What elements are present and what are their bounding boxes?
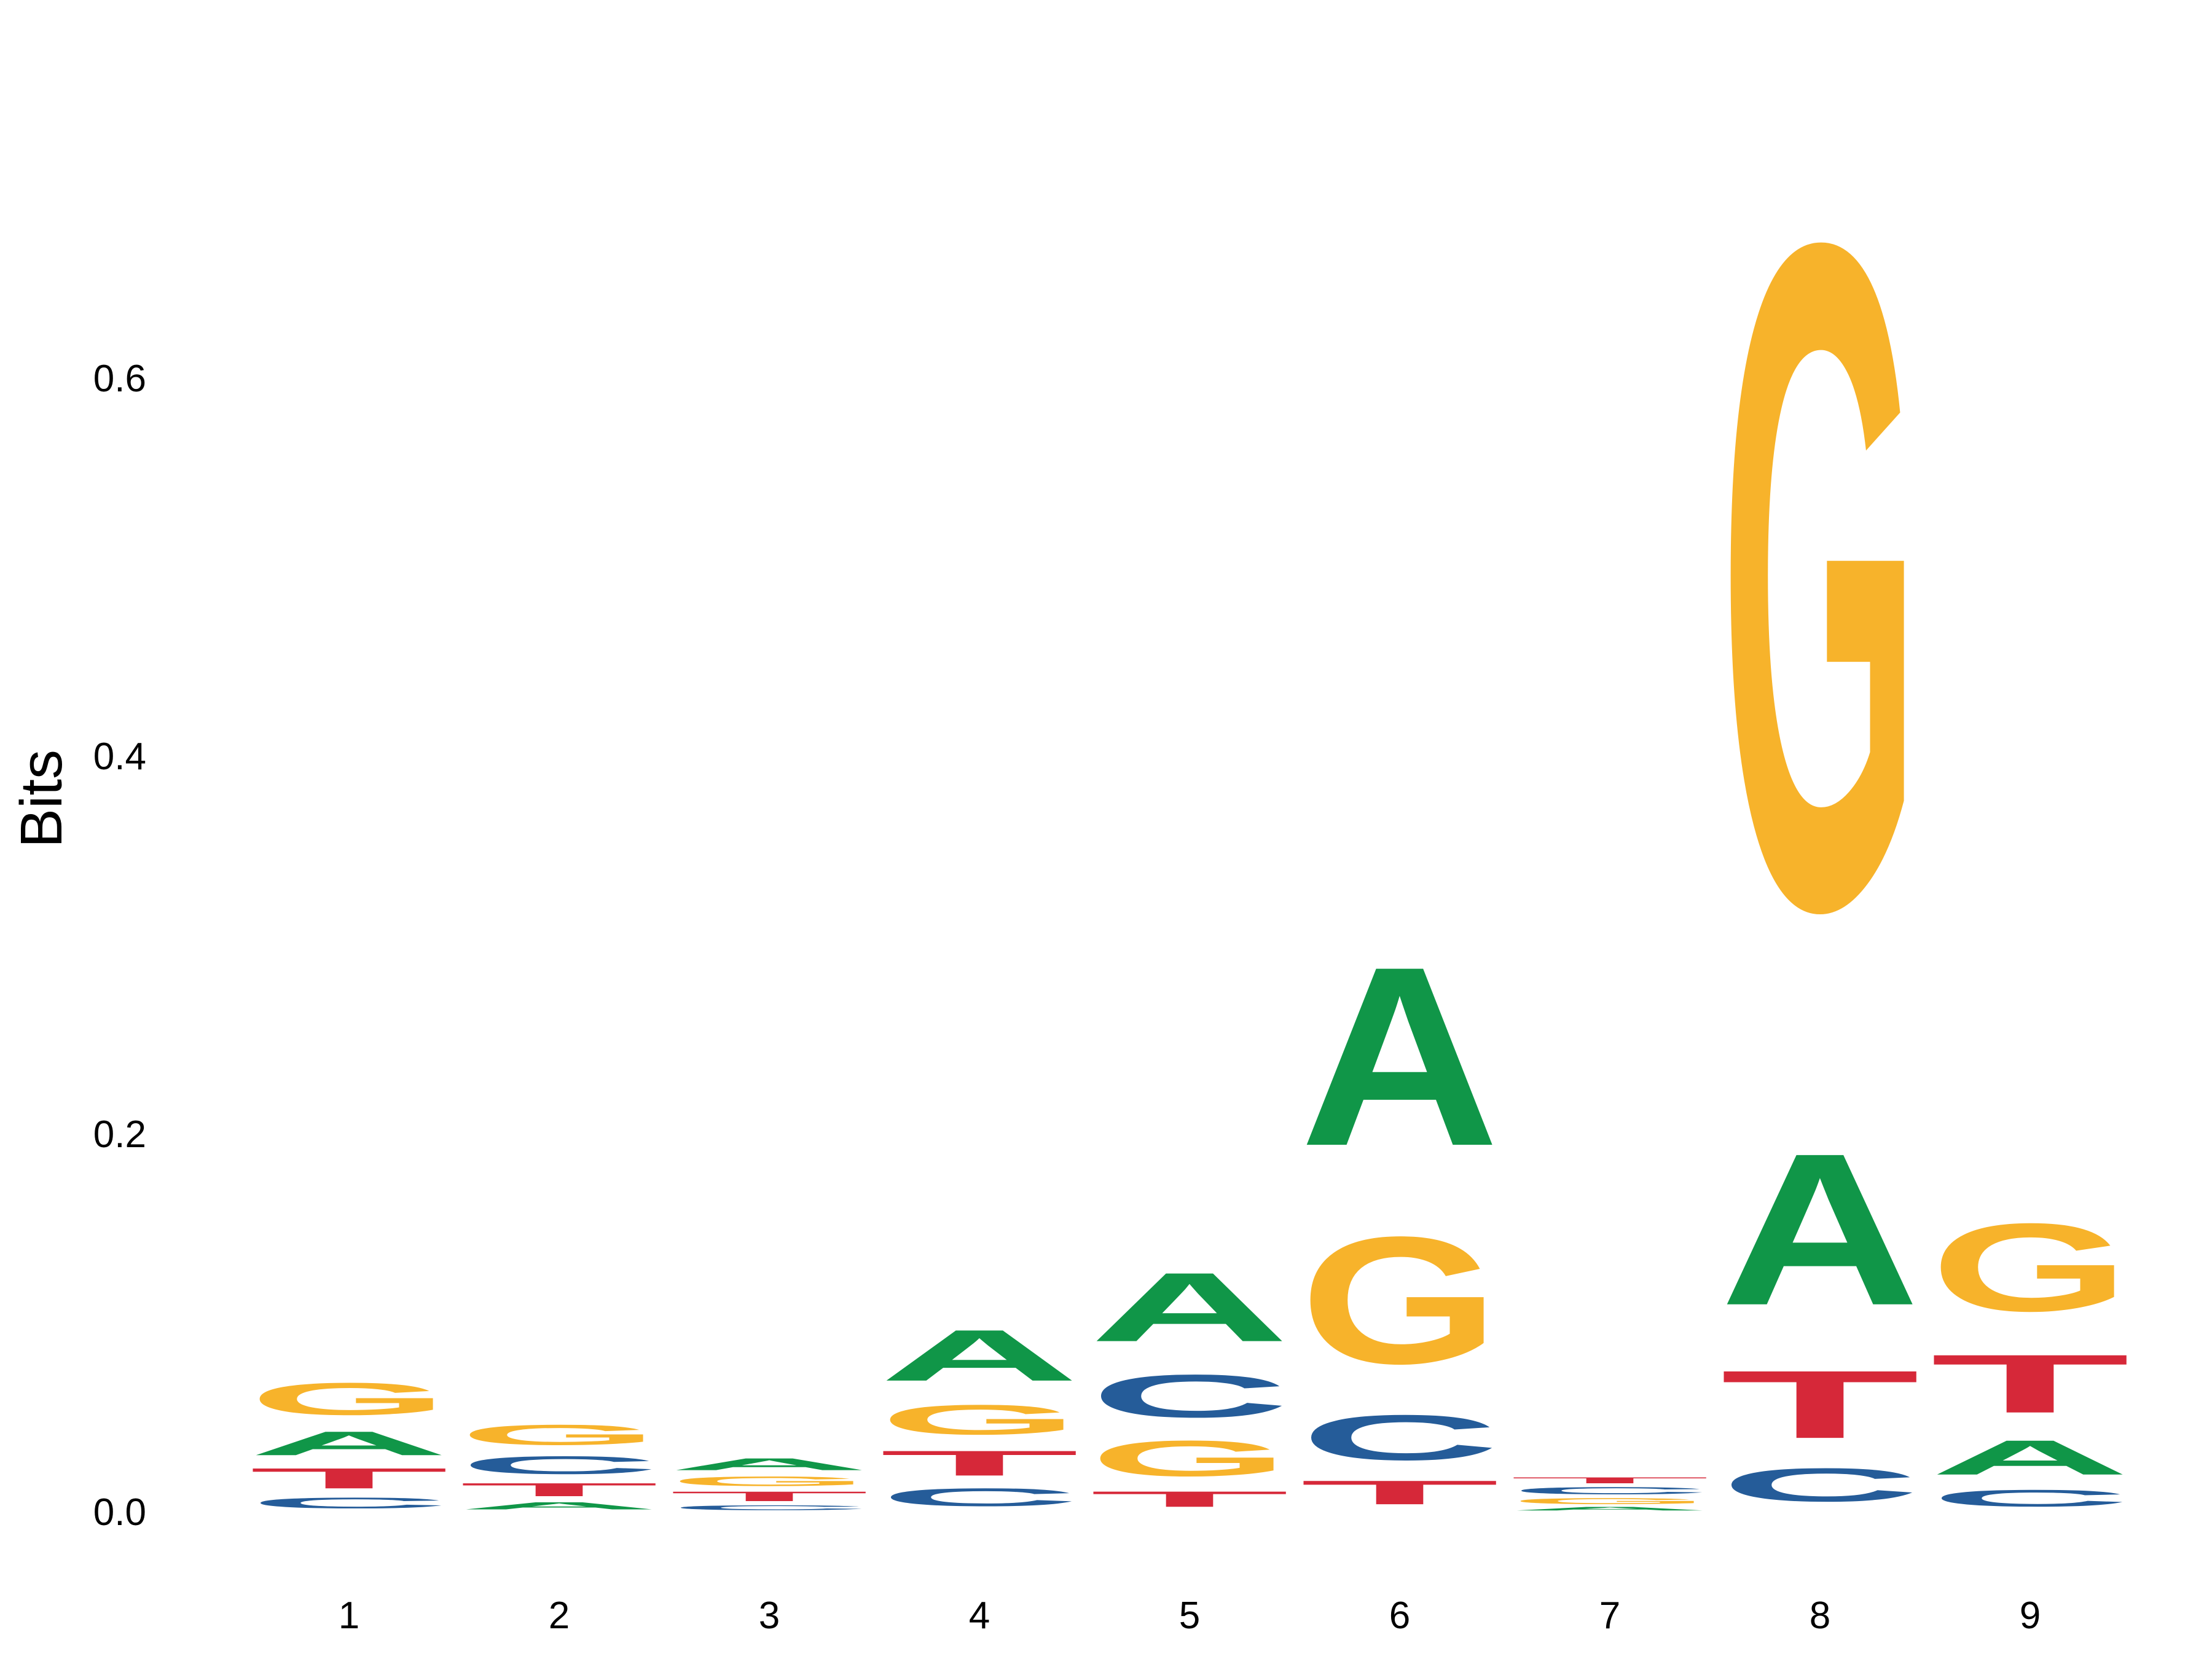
logo-letter-A: A <box>1300 914 1500 1199</box>
y-tick-label: 0.2 <box>93 1113 146 1156</box>
logo-letter-G: G <box>670 1473 869 1489</box>
logo-letter-C: C <box>1720 1459 1920 1512</box>
y-tick-label: 0.0 <box>93 1491 146 1534</box>
x-tick-label: 8 <box>1810 1594 1830 1637</box>
x-axis-ticks: 1 2 3 4 5 6 7 8 9 <box>339 1594 2041 1637</box>
logo-letter-T: T <box>1090 1487 1290 1512</box>
logo-letter-T: T <box>880 1443 1080 1483</box>
y-tick-label: 0.4 <box>93 735 146 778</box>
logo-letter-C: C <box>249 1494 449 1512</box>
logo-letter-A: A <box>249 1424 449 1462</box>
logo-letter-A: A <box>1090 1252 1290 1362</box>
logo-letter-G: G <box>880 1396 1080 1443</box>
x-tick-label: 5 <box>1179 1594 1200 1637</box>
x-tick-label: 2 <box>549 1594 570 1637</box>
logo-letter-A: A <box>460 1500 659 1512</box>
logo-letter-C: C <box>1510 1485 1710 1496</box>
x-tick-label: 7 <box>1599 1594 1620 1637</box>
logo-letter-T: T <box>1300 1473 1500 1512</box>
logo-letter-G: G <box>460 1419 659 1451</box>
logo-letter-T: T <box>1720 1351 1920 1459</box>
logo-letter-A: A <box>1510 1506 1710 1512</box>
y-axis-ticks: 0.0 0.2 0.4 0.6 <box>93 358 146 1534</box>
logo-letter-C: C <box>670 1504 869 1512</box>
logo-letter-A: A <box>1931 1430 2130 1484</box>
logo-letter-A: A <box>1720 1108 1920 1351</box>
logo-letter-T: T <box>1931 1338 2130 1430</box>
logo-letter-G: G <box>1510 1496 1710 1505</box>
logo-letter-C: C <box>880 1483 1080 1512</box>
x-tick-label: 1 <box>339 1594 359 1637</box>
logo-letter-G: G <box>1300 1199 1500 1402</box>
x-tick-label: 9 <box>2020 1594 2041 1637</box>
logo-letter-G: G <box>1720 46 1920 1107</box>
logo-letter-C: C <box>1300 1402 1500 1473</box>
logo-letter-G: G <box>1090 1430 1290 1487</box>
logo-letter-T: T <box>460 1480 659 1500</box>
y-tick-label: 0.6 <box>93 358 146 400</box>
logo-letter-G: G <box>1931 1197 2130 1337</box>
logo-letter-C: C <box>1090 1362 1290 1430</box>
logo-letter-A: A <box>670 1455 869 1474</box>
x-tick-label: 3 <box>759 1594 780 1637</box>
logo-letter-A: A <box>880 1315 1080 1397</box>
logo-letter-C: C <box>460 1451 659 1479</box>
logo-letter-C: C <box>1931 1485 2130 1512</box>
logo-letter-T: T <box>670 1489 869 1504</box>
logo-letter-T: T <box>249 1462 449 1494</box>
x-tick-label: 4 <box>969 1594 990 1637</box>
logo-letter-G: G <box>249 1373 449 1424</box>
logo-letter-T: T <box>1510 1475 1710 1484</box>
x-tick-label: 6 <box>1389 1594 1410 1637</box>
y-axis-label: Bits <box>9 750 74 848</box>
